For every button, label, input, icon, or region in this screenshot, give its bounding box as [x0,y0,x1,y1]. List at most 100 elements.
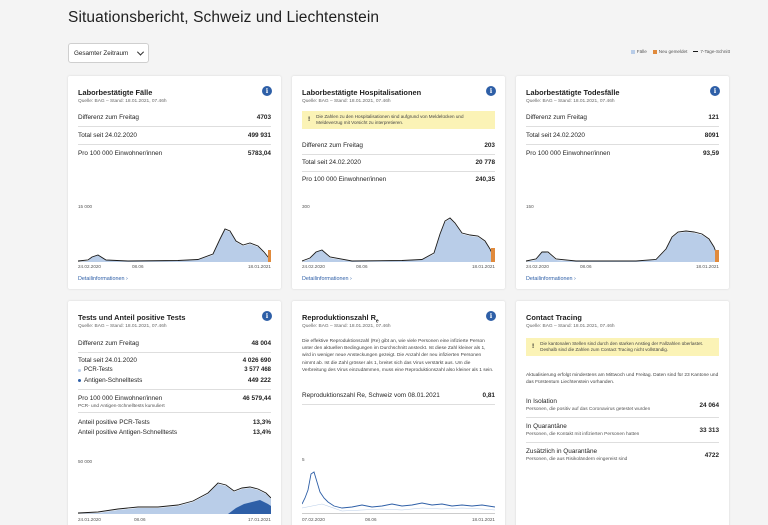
stat-row: Pro 100 000 Einwohner/innen 5783,04 [78,150,271,162]
new-reported-bar [268,250,271,262]
cases-card: Laborbestätigte Fälle Quelle: BAG – Stan… [68,76,281,289]
card-title-subscript: e [375,318,379,325]
re-line [302,471,495,509]
stat-row: Pro 100 000 Einwohner/innen 240,35 [302,176,495,188]
stat-value: 4 026 690 [242,357,271,364]
stat-value: 5783,04 [247,150,271,157]
tests-chart [78,482,271,514]
tests-avg-line [78,482,271,514]
stat-value: 4703 [256,114,271,121]
x-tick: 18.01.2021 [472,517,495,522]
legend-swatch [630,49,635,54]
stat-label: Anteil positive Antigen-Schnelltests [78,429,178,436]
info-icon[interactable]: i [710,86,720,96]
detail-label: Detailinformationen [302,276,349,282]
contact-label: In Quarantäne [526,423,567,430]
deaths-area [526,232,719,262]
antigen-swatch [78,379,81,382]
stat-label: PCR-Tests [84,367,113,373]
y-tick: 150 [526,204,534,209]
card-title: Laborbestätigte Hospitalisationen [302,88,422,97]
chevron-right-icon: › [349,276,352,282]
deaths-card: Laborbestätigte Todesfälle Quelle: BAG –… [516,76,729,289]
x-tick: 08.06 [580,264,592,269]
detail-link[interactable]: Detailinformationen › [78,276,128,282]
x-tick: 08.06 [365,517,377,522]
contact-row: In Isolation Personen, die positiv auf d… [526,398,719,418]
stat-value: 13,3% [252,419,271,426]
contact-row-text: In Quarantäne Personen, die Kontakt mit … [526,423,639,437]
x-tick: 08.06 [356,264,368,269]
contact-sub: Personen, die positiv auf das Coronaviru… [526,407,651,412]
stat-value: 20 778 [475,159,495,166]
warning-text: Die kantonalen Stellen sind durch den st… [540,341,704,353]
stat-row: Total seit 24.02.2020 20 778 [302,159,495,172]
detail-link[interactable]: Detailinformationen › [302,276,352,282]
contact-sub: Personen, die Kontakt mit infizierten Pe… [526,432,640,437]
stat-row: Anteil positive Antigen-Schnelltests 13,4… [78,429,271,441]
info-icon[interactable]: i [262,311,272,321]
stat-label: Total seit 24.02.2020 [302,159,361,166]
card-title: Laborbestätigte Todesfälle [526,88,620,97]
chevron-right-icon: › [125,276,128,282]
info-icon[interactable]: i [486,86,496,96]
stat-row: Differenz zum Freitag 4703 [78,114,271,127]
stat-value: 46 579,44 [242,395,271,402]
x-tick: 18.01.2021 [696,264,719,269]
tests-card: Tests und Anteil positive Tests Quelle: … [68,301,281,525]
contact-value: 24 064 [699,401,719,409]
contact-tracing-card: Contact Tracing Quelle: BAG – Stand: 18.… [516,301,729,525]
stat-label: Differenz zum Freitag [78,340,139,347]
stat-row: Anteil positive PCR-Tests 13,3% [78,419,271,431]
stat-label: Pro 100 000 Einwohner/innen [526,150,611,157]
x-tick: 24.01.2020 [78,517,101,522]
card-source: Quelle: BAG – Stand: 18.01.2021, 07.46h [302,99,391,104]
reproduction-number-card: Reproduktionszahl Re Quelle: BAG – Stand… [292,301,505,525]
stat-value: 3 577 468 [244,367,271,373]
stat-row: Pro 100 000 Einwohner/innen 46 579,44 [78,395,271,407]
period-select[interactable]: Gesamter Zeitraum [68,43,149,63]
x-tick: 24.02.2020 [526,264,549,269]
stat-label: Anteil positive PCR-Tests [78,419,150,426]
stat-value: 93,59 [703,150,719,157]
stat-label: Reproduktionszahl Re, Schweiz vom 08.01.… [302,392,440,399]
x-tick: 24.02.2020 [78,264,101,269]
hospitalisations-avg-line [302,217,495,262]
info-icon[interactable]: i [262,86,272,96]
stat-label: Total seit 24.02.2020 [526,132,585,139]
card-title: Tests und Anteil positive Tests [78,313,186,322]
hospitalisations-chart [302,217,495,262]
stat-row: Pro 100 000 Einwohner/innen 93,59 [526,150,719,162]
legend-label: Neu gemeldet [658,49,688,54]
contact-label: Zusätzlich in Quarantäne [526,448,598,455]
warning-text: Die Zahlen zu den Hospitalisationen sind… [316,114,464,126]
chart-legend: Fälle Neu gemeldet 7-Tage-Schnitt [630,49,730,54]
detail-link[interactable]: Detailinformationen › [526,276,576,282]
card-source: Quelle: BAG – Stand: 18.01.2021, 07.46h [302,324,391,329]
stat-label: Pro 100 000 Einwohner/innen [78,150,163,157]
contact-row: In Quarantäne Personen, die Kontakt mit … [526,423,719,443]
contact-row: Zusätzlich in Quarantäne Personen, die a… [526,448,719,467]
stat-label: Total seit 24.01.2020 [78,357,137,364]
x-tick: 08.06 [132,264,144,269]
card-title: Laborbestätigte Fälle [78,88,153,97]
stat-value: 13,4% [252,429,271,436]
cases-avg-line [78,228,271,262]
contact-sub: Personen, die aus Risikoländern eingerei… [526,457,628,462]
y-tick: 5 [302,457,305,462]
stat-label: Total seit 24.02.2020 [78,132,137,139]
x-tick: 24.02.2020 [302,264,325,269]
contact-value: 33 313 [699,426,719,434]
x-tick: 18.01.2021 [472,264,495,269]
divider [78,412,271,413]
x-tick: 18.01.2021 [248,264,271,269]
stat-value: 8091 [704,132,719,139]
new-reported-bar [491,248,495,262]
x-tick: 07.02.2020 [302,517,325,522]
card-source: Quelle: BAG – Stand: 18.01.2021, 07.46h [526,99,615,104]
stat-row: Differenz zum Freitag 48 004 [78,340,271,353]
stat-row: Reproduktionszahl Re, Schweiz vom 08.01.… [302,392,495,405]
info-icon[interactable]: i [486,311,496,321]
legend-label: Fälle [636,49,647,54]
y-tick: 50 000 [78,459,93,464]
